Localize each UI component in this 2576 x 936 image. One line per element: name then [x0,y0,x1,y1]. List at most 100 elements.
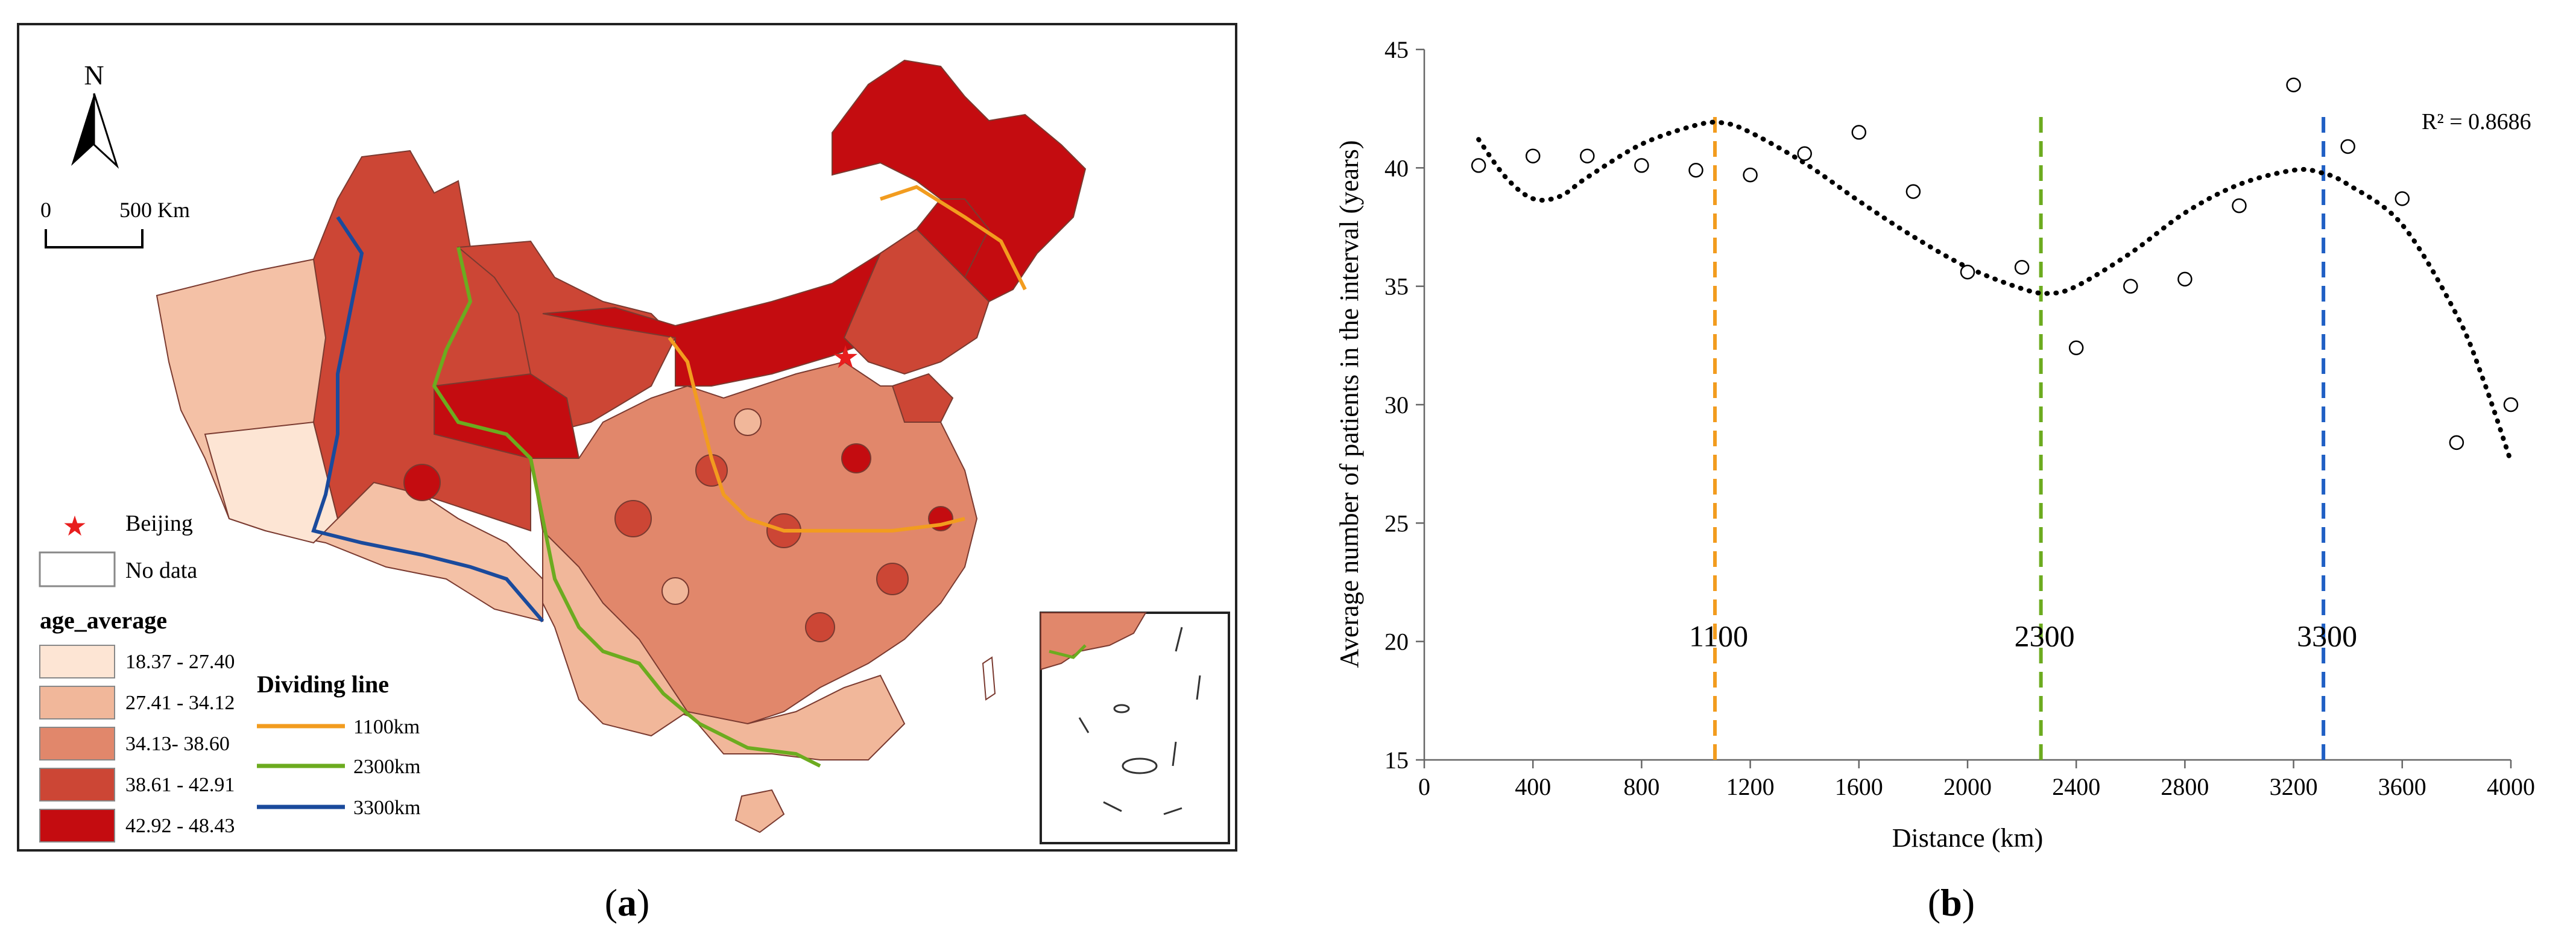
y-tick-label: 45 [1384,36,1409,63]
map-region-hainan [734,789,785,833]
panel-a: ★ N 0 500 Km ★ Beijing No data age_avera… [17,23,1237,924]
inset-mark [1078,717,1090,733]
chart-plot: 15 20 25 30 35 40 45 0 400 800 1200 1600 2000 2400 28… [1384,36,2535,800]
data-point [2340,139,2355,154]
panel-a-close: ) [637,881,649,924]
y-tick-label: 35 [1384,273,1409,300]
map-district [661,577,689,605]
data-point [1471,158,1486,173]
chart-ylabel: Average number of patients in the interv… [1334,140,1364,668]
data-point [1688,163,1703,178]
y-tick-label: 40 [1384,154,1409,182]
panel-a-open: ( [605,881,617,924]
inset-mark [1172,741,1177,767]
map-line-3300km [311,216,545,622]
map-district [734,408,762,436]
chart-vline-label: 1100 [1689,619,1748,653]
legend-class-swatch [39,768,115,802]
map-district [841,443,871,473]
legend-class-label: 27.41 - 34.12 [125,692,235,714]
legend-age-title: age_average [40,607,167,634]
scale-zero: 0 [40,198,51,222]
data-point [2449,435,2464,451]
legend-dividing-title: Dividing line [257,671,389,698]
data-point [1960,264,1975,280]
data-point [2286,77,2301,93]
data-point [1905,184,1921,199]
data-point [2014,260,2030,275]
x-tick-label: 2400 [2052,773,2100,800]
map-district [876,563,909,595]
x-tick-label: 1600 [1835,773,1883,800]
data-point [1525,148,1541,163]
map-region-northeast-south [843,228,990,375]
legend-class-label: 18.37 - 27.40 [125,651,235,673]
y-tick-label: 25 [1384,510,1409,537]
panel-b-caption: (b) [1928,881,1975,924]
panel-a-caption: (a) [605,881,650,924]
inset-line-green [1049,644,1087,659]
x-tick-label: 400 [1515,773,1551,800]
panel-a-letter: a [617,881,637,924]
map-district [805,612,835,642]
data-point [1580,148,1595,163]
y-tick-label: 30 [1384,391,1409,419]
inset-mark [1103,801,1122,812]
data-point [2068,340,2084,356]
legend-dividing-lines: 1100km 2300km 3300km [257,716,420,819]
data-point [2394,191,2410,206]
data-point [2177,271,2192,287]
scale-line [45,229,144,248]
inset-mark [1175,627,1183,652]
map-region-taiwan [982,656,996,701]
data-point [2232,198,2247,213]
chart-points [1471,77,2519,451]
legend-class-label: 42.92 - 48.43 [125,815,235,837]
legend-class-swatch [39,645,115,678]
x-tick-label: 3600 [2378,773,2426,800]
chart-xlabel: Distance (km) [1892,823,2043,853]
legend-beijing-star: ★ [62,511,87,542]
north-arrow-right [93,93,119,169]
legend-class-swatch [39,809,115,843]
data-point [1797,146,1812,162]
x-tick-label: 0 [1418,773,1430,800]
map-district [403,464,441,501]
north-arrow-left [71,93,94,166]
panel-b-letter: b [1940,881,1962,924]
map-region-south [686,674,906,760]
y-tick-label: 20 [1384,628,1409,656]
legend-dividing-label: 1100km [353,716,420,738]
legend-class-label: 38.61 - 42.91 [125,774,235,796]
data-point [2503,397,2519,413]
panel-b: 15 20 25 30 35 40 45 0 400 800 1200 1600 2000 2400 28… [1334,36,2535,924]
x-tick-label: 3200 [2270,773,2318,800]
legend-no-data-label: No data [125,558,197,583]
data-point [1851,125,1867,140]
north-arrow: N [71,60,119,169]
map-region-shandong [891,373,954,423]
data-point [1743,167,1758,183]
chart-trendline [1476,119,2513,464]
map-district [614,500,652,537]
y-tick-label: 15 [1384,747,1409,774]
inset-mark [1122,757,1158,774]
panel-b-close: ) [1962,881,1975,924]
map-region-north-central [456,240,677,435]
data-point [2123,279,2138,294]
map-line-1100km [668,185,1027,533]
inset-mark [1113,704,1130,713]
north-label: N [84,60,104,90]
map-region-northeast [832,59,1087,303]
map-inset [1040,612,1230,844]
legend-class-swatch [39,727,115,760]
x-tick-label: 2800 [2161,773,2209,800]
chart-y-ticks: 15 20 25 30 35 40 45 [1384,36,1424,774]
legend-class-swatch [39,686,115,719]
x-tick-label: 2000 [1943,773,1992,800]
inset-islands [1078,627,1201,815]
legend-age-classes: 18.37 - 27.40 27.41 - 34.12 34.13- 38.60… [39,645,235,843]
scale-label: 500 Km [119,198,190,222]
legend-dividing-label: 3300km [353,797,420,819]
